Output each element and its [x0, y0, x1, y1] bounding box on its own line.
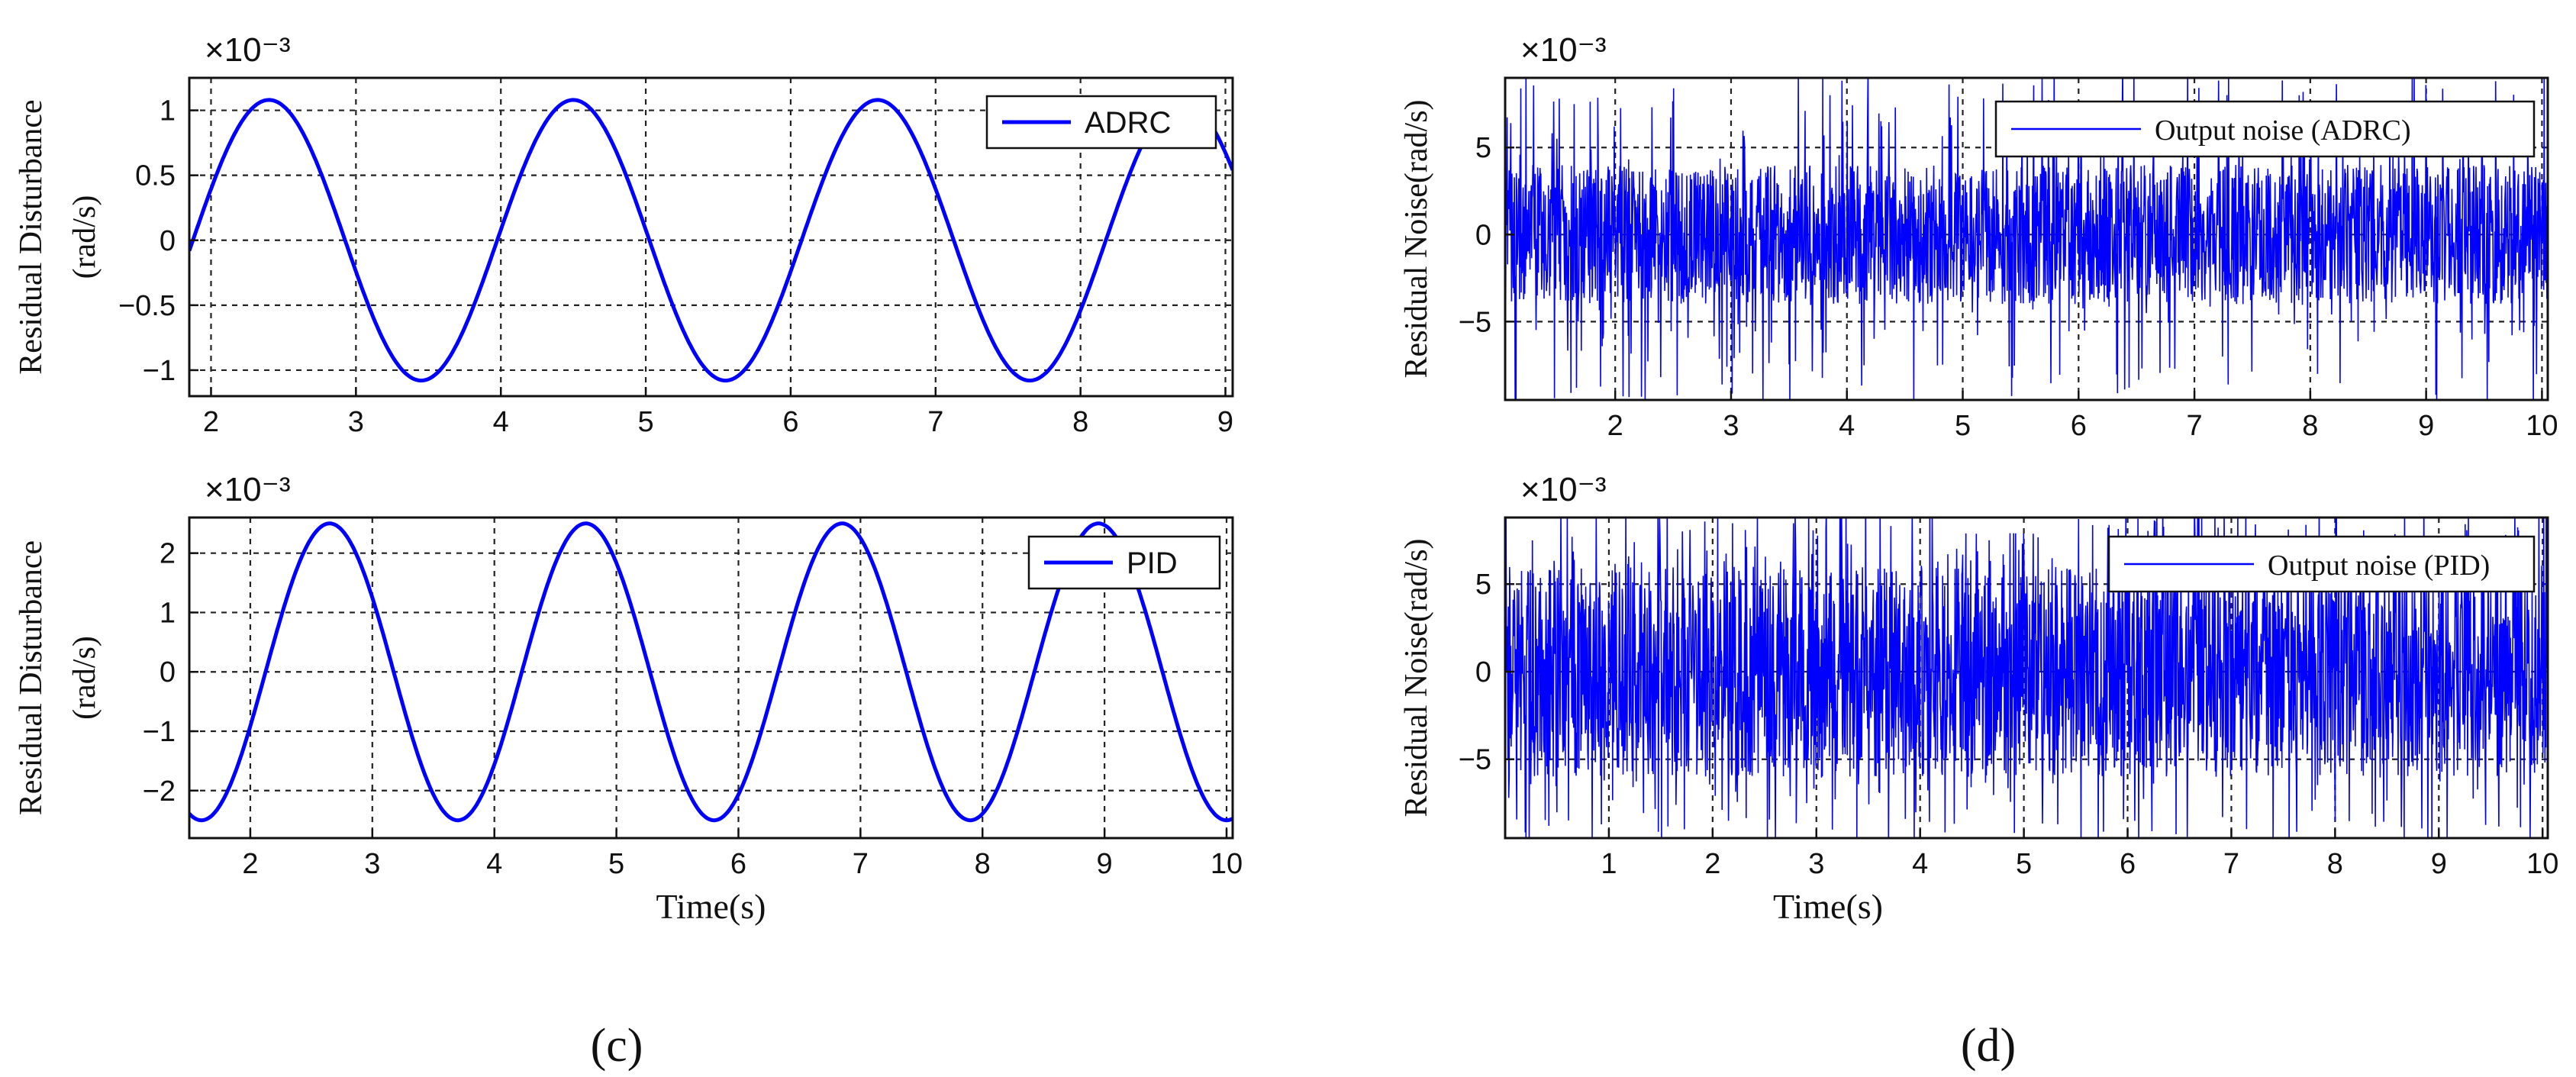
- legend: Output noise (ADRC): [1994, 100, 2536, 158]
- x-tick-label: 3: [364, 848, 380, 880]
- y-axis-label: (rad/s): [67, 636, 102, 720]
- axes-frame: [1504, 516, 2549, 840]
- y-tick-label: 0: [1475, 219, 1491, 251]
- x-tick-label: 3: [348, 406, 364, 438]
- x-tick-label: 7: [2187, 410, 2203, 442]
- x-tick-label: 10: [2526, 410, 2558, 442]
- x-tick-label: 7: [927, 406, 943, 438]
- axis-multiplier-label: ×10⁻³: [205, 31, 291, 69]
- x-tick-label: 10: [2526, 848, 2558, 880]
- x-tick-label: 9: [1217, 406, 1233, 438]
- chart-c-bottom: 2 3 4 5 6 7 8 9 10 −2 −1 0 1 2 ×10⁻³ Residual Disturban…: [14, 471, 1243, 926]
- y-axis-label: Residual Disturbance: [14, 540, 49, 815]
- y-tick-label: 1: [160, 95, 176, 127]
- x-tick-label: 2: [1704, 848, 1720, 880]
- x-tick-label: 9: [2418, 410, 2434, 442]
- axes-frame: [188, 516, 1234, 840]
- chart-c-top: 2 3 4 5 6 7 8 9 −1 −0.5 0 0.5 1 ×10⁻³ Residual Disturb…: [14, 31, 1234, 438]
- x-tick-label: 2: [203, 406, 219, 438]
- y-tick-label: 0: [1475, 656, 1491, 688]
- y-axis-label: (rad/s): [67, 195, 102, 279]
- x-axis-label: Time(s): [1773, 887, 1883, 926]
- x-tick-label: 1: [1601, 848, 1617, 880]
- x-tick-label: 6: [2071, 410, 2087, 442]
- y-tick-label: −0.5: [118, 290, 176, 322]
- y-axis-label: Residual Noise(rad/s): [1399, 538, 1434, 817]
- y-tick-label: −2: [143, 776, 176, 808]
- legend-box: [985, 95, 1217, 150]
- series-line-adrc: [189, 98, 1233, 383]
- x-tick-label: 2: [1607, 410, 1623, 442]
- axes-frame: [188, 76, 1234, 398]
- y-tick-label: −5: [1459, 306, 1491, 338]
- x-tick-label: 6: [2120, 848, 2136, 880]
- x-tick-label: 10: [1211, 848, 1243, 880]
- y-tick-label: 5: [1475, 132, 1491, 164]
- y-tick-label: 0: [160, 656, 176, 688]
- axis-multiplier-label: ×10⁻³: [1520, 471, 1607, 508]
- series-noise-trace: [1505, 518, 2548, 838]
- x-tick-label: 8: [2327, 848, 2343, 880]
- legend-label: ADRC: [1085, 106, 1171, 140]
- x-axis-label: Time(s): [656, 887, 766, 926]
- panel-label-d: (d): [1961, 1020, 2016, 1072]
- x-tick-label: 7: [853, 848, 869, 880]
- y-tick-label: −5: [1459, 744, 1491, 776]
- legend: ADRC: [985, 95, 1217, 150]
- legend-label: Output noise (PID): [2268, 550, 2490, 582]
- panel-label-c: (c): [591, 1020, 643, 1072]
- x-tick-label: 7: [2223, 848, 2239, 880]
- chart-d-top: 2 3 4 5 6 7 8 9 10 −5 0 5 ×10⁻³ Residual Noise(rad/s)…: [1399, 31, 2558, 442]
- legend: Output noise (PID): [2107, 535, 2536, 593]
- x-tick-label: 9: [1097, 848, 1113, 880]
- x-tick-label: 5: [1955, 410, 1971, 442]
- y-tick-label: 0.5: [135, 160, 176, 192]
- x-tick-label: 8: [975, 848, 991, 880]
- y-axis-label: Residual Noise(rad/s): [1399, 99, 1434, 378]
- x-tick-label: 5: [608, 848, 624, 880]
- x-tick-label: 6: [730, 848, 746, 880]
- axis-multiplier-label: ×10⁻³: [1520, 31, 1607, 69]
- x-tick-label: 8: [1072, 406, 1088, 438]
- x-tick-label: 4: [1912, 848, 1928, 880]
- series-noise-trace: [1505, 78, 2548, 400]
- y-tick-label: −1: [143, 716, 176, 748]
- y-tick-label: 5: [1475, 569, 1491, 601]
- y-tick-label: 1: [160, 597, 176, 629]
- x-tick-label: 5: [2016, 848, 2032, 880]
- legend: PID: [1027, 535, 1221, 590]
- legend-label: PID: [1127, 547, 1178, 580]
- legend-label: Output noise (ADRC): [2155, 114, 2411, 147]
- x-tick-label: 6: [782, 406, 798, 438]
- x-tick-label: 3: [1723, 410, 1739, 442]
- y-tick-label: 0: [160, 225, 176, 257]
- x-tick-label: 8: [2302, 410, 2318, 442]
- chart-d-bottom: 1 2 3 4 5 6 7 8 9 10 −5 0 5 ×10⁻³ Residual Noise(rad/s…: [1399, 471, 2558, 926]
- x-tick-label: 4: [486, 848, 502, 880]
- y-tick-label: −1: [143, 355, 176, 387]
- x-tick-label: 3: [1808, 848, 1824, 880]
- y-tick-label: 2: [160, 538, 176, 570]
- axes-frame: [1504, 76, 2549, 401]
- y-axis-label: Residual Disturbance: [14, 99, 49, 374]
- x-tick-label: 2: [242, 848, 258, 880]
- axis-multiplier-label: ×10⁻³: [205, 471, 291, 508]
- x-tick-label: 4: [1839, 410, 1855, 442]
- x-tick-label: 4: [493, 406, 509, 438]
- x-tick-label: 5: [637, 406, 653, 438]
- x-tick-label: 9: [2431, 848, 2447, 880]
